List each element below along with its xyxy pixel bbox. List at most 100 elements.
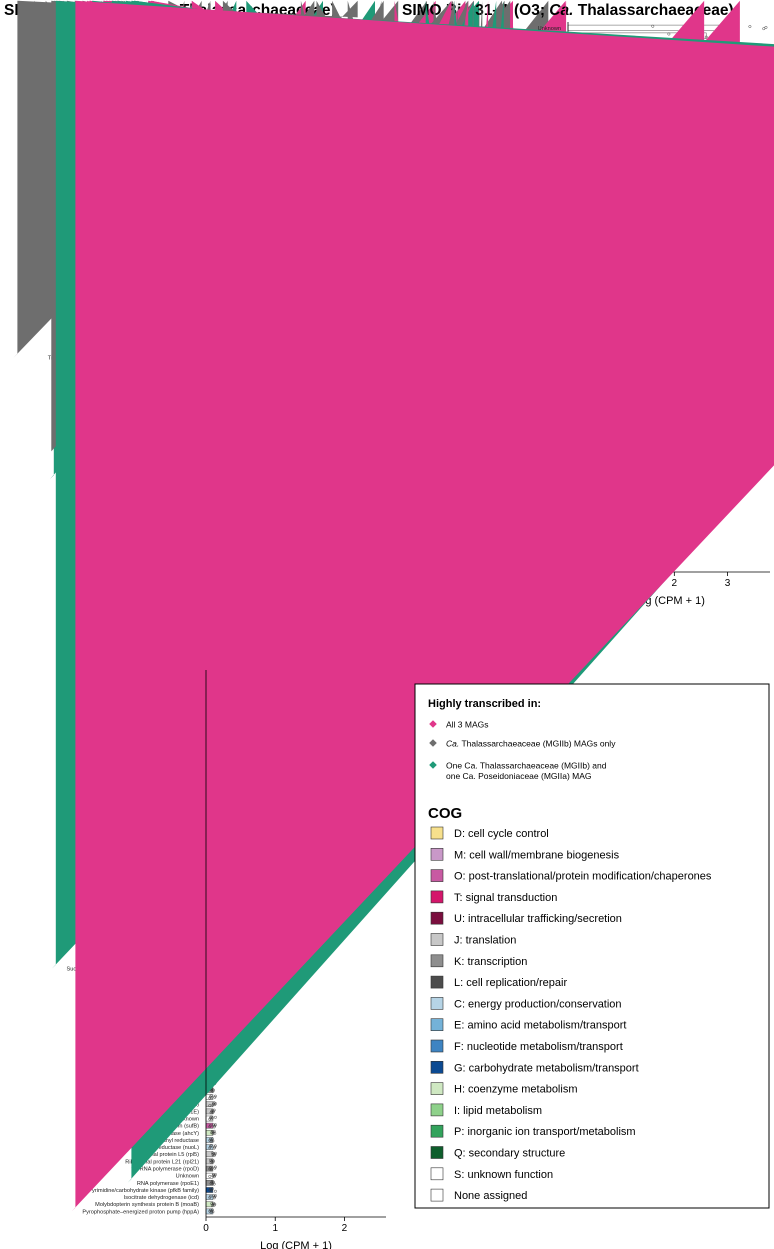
data-point xyxy=(213,1115,217,1119)
legend-swatch xyxy=(430,911,444,925)
legend-heading: Highly transcribed in: xyxy=(428,698,541,710)
legend-marker-magenta xyxy=(429,720,437,728)
data-point xyxy=(208,1104,212,1107)
legend-cog-text: J: translation xyxy=(454,935,516,947)
legend-swatch xyxy=(430,975,444,989)
row-label: Ribosomal protein L5 (rpl5) xyxy=(132,1152,200,1158)
legend-cog-text: P: inorganic ion transport/metabolism xyxy=(454,1126,636,1138)
data-point xyxy=(213,1095,217,1099)
legend-swatch xyxy=(430,997,444,1010)
legend-cog-heading: COG xyxy=(428,805,462,822)
data-point xyxy=(212,1196,216,1200)
data-point xyxy=(211,1153,215,1157)
data-point xyxy=(213,1189,217,1193)
legend-swatch xyxy=(430,1018,444,1032)
legend-cog-text: I: lipid metabolism xyxy=(454,1105,542,1117)
legend-cog-text: S: unknown function xyxy=(454,1169,553,1181)
chart-title-part: SIMO Bin 31–1 (O3; xyxy=(402,2,549,19)
row-label: Pyrimidine/carbohydrate kinase (pfkB fam… xyxy=(88,1188,199,1194)
data-point xyxy=(208,1196,212,1199)
row-label: RNA polymerase (rpoE1) xyxy=(137,1181,199,1187)
x-tick-label: 2 xyxy=(342,1223,348,1234)
row-label: Geranylgeranyl reductase xyxy=(135,1138,199,1144)
legend-swatch xyxy=(430,1082,444,1095)
legend-cog-text: E: amino acid metabolism/transport xyxy=(454,1020,626,1032)
legend-swatch xyxy=(430,890,444,904)
data-point xyxy=(211,1103,215,1107)
legend-marker-text-2: one Ca. Poseidoniaceae (MGIIa) MAG xyxy=(446,771,592,781)
data-point xyxy=(208,1174,212,1178)
data-point xyxy=(208,1209,212,1213)
legend-cog-text: D: cell cycle control xyxy=(454,828,549,840)
data-point xyxy=(209,1111,213,1115)
legend-swatch xyxy=(430,954,444,968)
data-point xyxy=(209,1159,212,1162)
x-tick-label: 3 xyxy=(725,578,731,589)
legend-cog-text: T: signal transduction xyxy=(454,892,557,904)
data-point xyxy=(208,1146,212,1150)
data-point xyxy=(667,32,671,36)
data-point xyxy=(704,35,708,39)
row-label: Ribosomal protein L21 (rpl21) xyxy=(125,1159,199,1165)
data-point xyxy=(213,1166,217,1170)
legend-swatch xyxy=(430,1146,444,1159)
legend-swatch xyxy=(430,826,444,840)
data-point xyxy=(651,24,655,28)
data-point xyxy=(209,1182,213,1185)
legend-cog-text: None assigned xyxy=(454,1190,527,1202)
legend-swatch xyxy=(430,1167,444,1181)
data-point xyxy=(210,1151,214,1155)
x-axis-title: Log (CPM + 1) xyxy=(633,595,705,607)
data-point xyxy=(762,27,766,31)
data-point xyxy=(212,1123,215,1127)
legend-marker-text: Ca. Thalassarchaeaceae (MGIIb) MAGs only xyxy=(446,739,616,749)
data-point xyxy=(208,1167,212,1171)
chart-title-italic: Ca. xyxy=(549,2,573,19)
legend-swatch xyxy=(430,1124,444,1138)
row-label: Pyrophosphate–energized proton pump (hpp… xyxy=(82,1209,199,1215)
legend-cog-text: U: intracellular trafficking/secretion xyxy=(454,913,622,925)
x-axis-title: Log (CPM + 1) xyxy=(260,1240,332,1249)
legend-swatch xyxy=(430,847,444,861)
data-point xyxy=(208,1117,212,1121)
legend-swatch xyxy=(430,1061,444,1074)
legend-cog-text: G: carbohydrate metabolism/transport xyxy=(454,1062,639,1074)
legend-marker-teal xyxy=(429,761,437,769)
data-point xyxy=(210,1202,214,1206)
legend-cog-text: K: transcription xyxy=(454,956,527,968)
data-point xyxy=(210,1204,214,1207)
data-point xyxy=(208,1138,212,1142)
legend-cog-text: O: post-translational/protein modificati… xyxy=(454,871,712,883)
data-point xyxy=(748,25,752,28)
x-tick-label: 2 xyxy=(672,578,678,589)
legend-cog-text: L: cell replication/repair xyxy=(454,977,567,989)
legend-cog-text: H: coenzyme metabolism xyxy=(454,1084,578,1096)
legend-swatch xyxy=(430,1103,444,1117)
legend-swatch xyxy=(430,1039,444,1053)
legend-cog-text: Q: secondary structure xyxy=(454,1148,565,1160)
legend-swatch xyxy=(430,1188,444,1202)
data-point xyxy=(210,1131,214,1135)
legend-marker-rest: Thalassarchaeaceae (MGIIb) MAGs only xyxy=(459,739,616,749)
row-label: RNA polymerase (rpoD) xyxy=(140,1167,200,1173)
data-point xyxy=(212,1125,216,1129)
data-point xyxy=(208,1188,212,1192)
legend-marker-text: One Ca. Thalassarchaeaceae (MGIIb) and xyxy=(446,761,607,771)
row-label: Isocitrate dehydrogenase (icd) xyxy=(124,1195,199,1201)
data-point xyxy=(764,26,768,29)
x-tick-label: 1 xyxy=(272,1223,278,1234)
row-label: Unknown xyxy=(176,1117,199,1123)
legend-marker-gray xyxy=(429,739,437,747)
legend-marker-text: All 3 MAGs xyxy=(446,720,489,730)
data-point xyxy=(212,1146,216,1150)
legend-swatch xyxy=(430,933,444,946)
data-point xyxy=(212,1194,215,1198)
legend-cog-text: M: cell wall/membrane biogenesis xyxy=(454,849,620,861)
marker-magenta xyxy=(71,0,774,1212)
legend-box xyxy=(414,683,770,1209)
row-label: Unknown xyxy=(176,1174,199,1180)
legend: Highly transcribed in: All 3 MAGs Ca. Thal… xyxy=(414,683,770,1209)
chart-title-part: Thalassarchaeaceae) xyxy=(573,2,733,19)
row-label: Unknown xyxy=(538,26,561,32)
